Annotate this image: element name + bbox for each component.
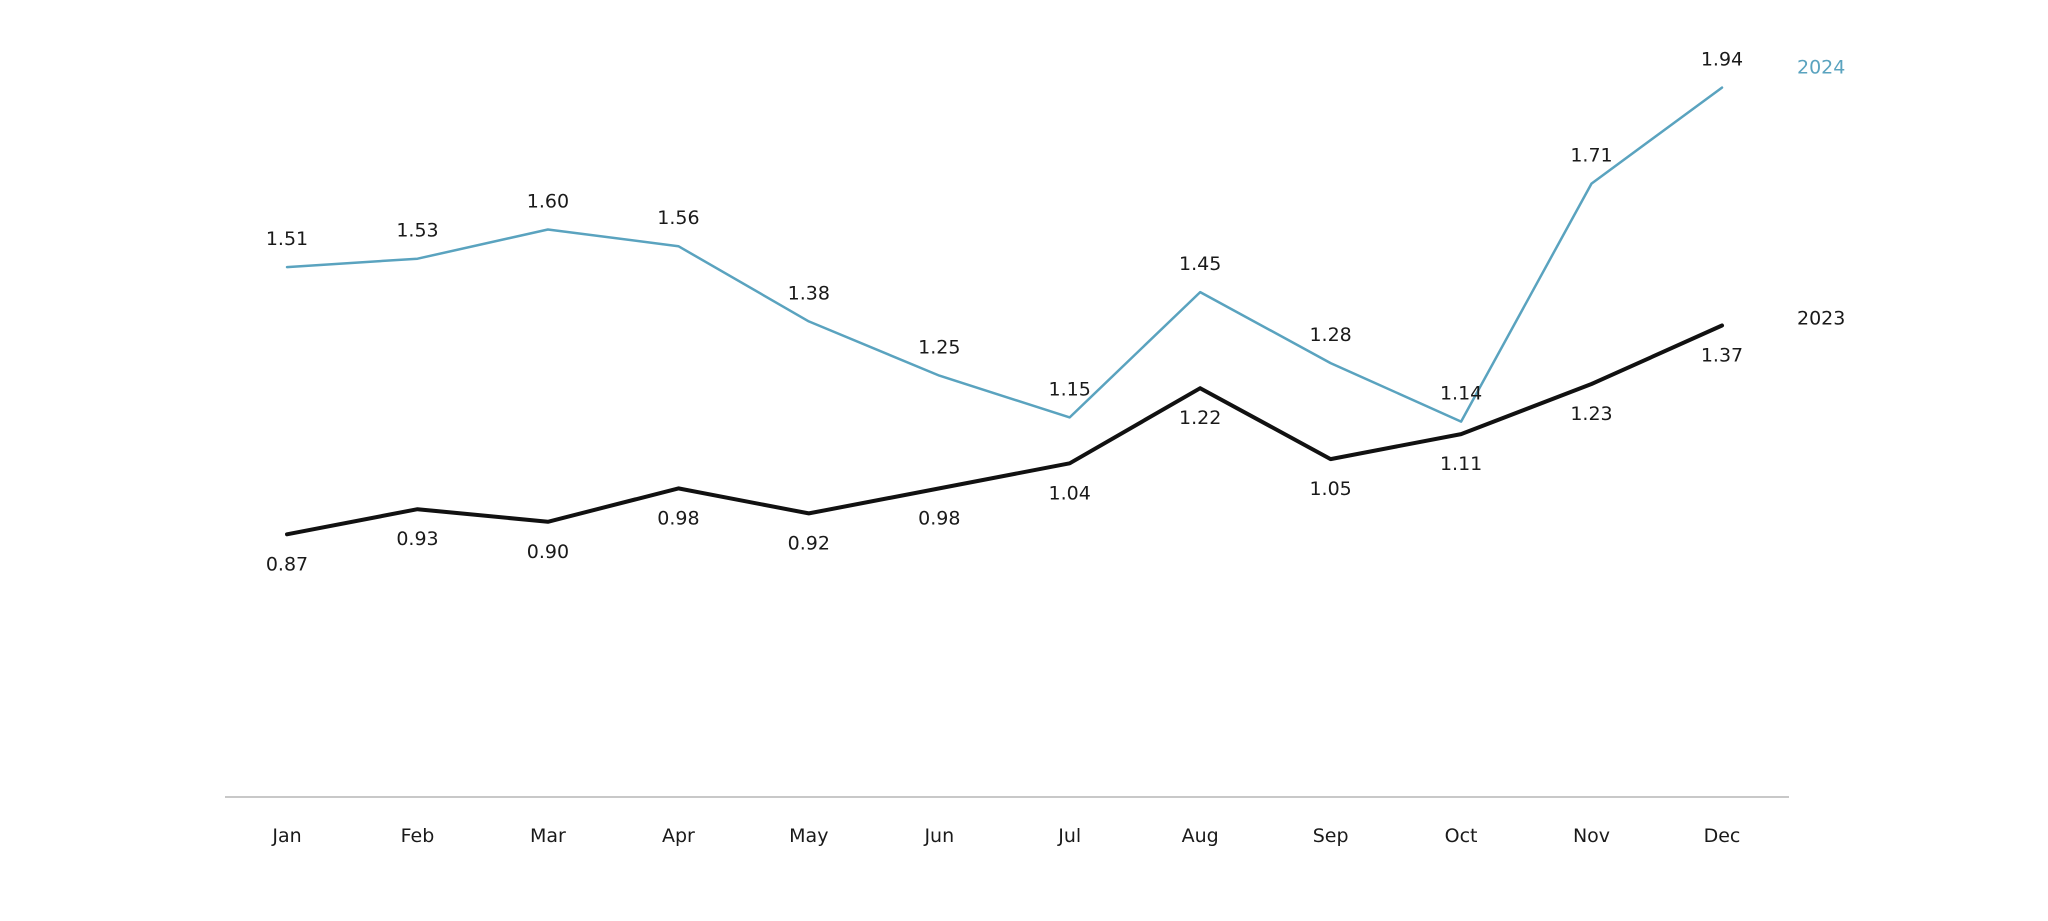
- data-label-2024-mar: 1.60: [527, 191, 569, 213]
- data-label-2023-sep: 1.05: [1309, 478, 1351, 500]
- x-tick-label-jun: Jun: [923, 825, 954, 847]
- data-label-2023-mar: 0.90: [527, 541, 569, 563]
- x-tick-label-nov: Nov: [1573, 825, 1610, 847]
- x-tick-label-sep: Sep: [1313, 825, 1349, 847]
- x-tick-label-feb: Feb: [401, 825, 435, 847]
- data-label-2023-apr: 0.98: [657, 507, 699, 529]
- series-label-2023: 2023: [1797, 308, 1845, 330]
- data-label-2024-jul: 1.15: [1049, 378, 1091, 400]
- data-label-2023-nov: 1.23: [1570, 403, 1612, 425]
- x-tick-label-aug: Aug: [1182, 825, 1219, 847]
- x-tick-label-dec: Dec: [1704, 825, 1741, 847]
- series-line-2023: [285, 323, 1724, 537]
- data-label-2023-may: 0.92: [788, 532, 830, 554]
- data-label-2024-nov: 1.71: [1570, 145, 1612, 167]
- data-label-2024-jun: 1.25: [918, 337, 960, 359]
- x-tick-label-jul: Jul: [1057, 825, 1081, 847]
- series-line-2024: [285, 86, 1724, 423]
- x-axis-ticks: Jan Feb Mar Apr May Jun Jul Aug Sep Oct Nov Dec: [271, 825, 1740, 847]
- data-label-2024-aug: 1.45: [1179, 253, 1221, 275]
- series-labels: 2024 2023: [1797, 57, 1845, 330]
- x-tick-label-jan: Jan: [271, 825, 301, 847]
- x-tick-label-oct: Oct: [1445, 825, 1478, 847]
- data-label-2023-dec: 1.37: [1701, 345, 1743, 367]
- data-label-2023-jul: 1.04: [1049, 482, 1091, 504]
- data-label-2023-jan: 0.87: [266, 553, 308, 575]
- data-label-2024-dec: 1.94: [1701, 49, 1743, 71]
- data-label-2023-oct: 1.11: [1440, 453, 1482, 475]
- data-label-2024-sep: 1.28: [1309, 324, 1351, 346]
- data-label-2024-feb: 1.53: [396, 220, 438, 242]
- data-label-2024-may: 1.38: [788, 282, 830, 304]
- data-labels: 1.51 1.53 1.60 1.56 1.38 1.25 1.15 1.45 1.28 1.14…: [266, 49, 1743, 576]
- x-tick-label-apr: Apr: [662, 825, 695, 847]
- series-label-2024: 2024: [1797, 57, 1845, 79]
- x-tick-label-may: May: [789, 825, 828, 847]
- data-label-2023-aug: 1.22: [1179, 407, 1221, 429]
- x-tick-label-mar: Mar: [530, 825, 566, 847]
- data-label-2024-jan: 1.51: [266, 228, 308, 250]
- data-label-2024-oct: 1.14: [1440, 383, 1482, 405]
- data-label-2024-apr: 1.56: [657, 207, 699, 229]
- data-label-2023-jun: 0.98: [918, 507, 960, 529]
- series-layer: [285, 86, 1724, 537]
- data-label-2023-feb: 0.93: [396, 528, 438, 550]
